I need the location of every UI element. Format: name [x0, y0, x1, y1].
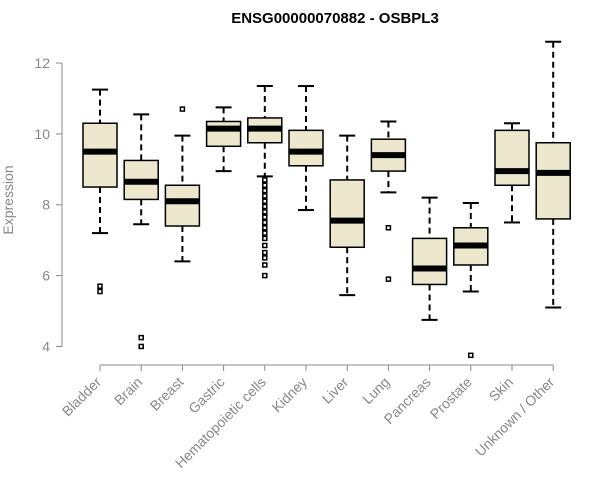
outlier-point — [262, 214, 268, 220]
iqr-box — [535, 141, 571, 220]
iqr-box — [329, 179, 365, 249]
iqr-box — [164, 184, 201, 227]
box-group — [535, 40, 571, 309]
box-group — [82, 88, 118, 295]
y-tick-label: 4 — [42, 338, 50, 354]
chart-title: ENSG00000070882 - OSBPL3 — [231, 10, 439, 27]
box-group — [288, 85, 324, 212]
y-tick-label: 10 — [34, 126, 50, 142]
box-group — [370, 120, 407, 282]
x-tick-label: Brain — [111, 374, 145, 408]
outlier-point — [138, 334, 144, 341]
outlier-point — [262, 249, 268, 256]
outlier-point — [97, 288, 103, 295]
box-group — [411, 196, 448, 321]
outlier-point — [138, 343, 144, 350]
box-group — [247, 85, 283, 279]
x-tick-label: Prostate — [427, 374, 475, 422]
x-tick-label: Kidney — [269, 374, 311, 416]
outlier-point — [468, 352, 474, 359]
outlier-point — [262, 225, 268, 231]
outlier-point — [262, 209, 268, 215]
x-tick-label: Bladder — [59, 374, 105, 420]
outlier-point — [262, 242, 268, 249]
y-tick-label: 8 — [42, 197, 50, 213]
box-group — [164, 106, 201, 263]
x-tick-label: Breast — [147, 374, 187, 414]
boxes-layer — [82, 40, 571, 359]
x-tick-label: Liver — [319, 374, 352, 407]
box-group — [329, 134, 365, 297]
box-group — [205, 106, 242, 173]
x-tick-label: Skin — [486, 374, 517, 405]
y-axis-label: Expression — [0, 165, 16, 234]
box-group — [123, 113, 159, 350]
outlier-point — [262, 203, 268, 210]
outlier-point — [262, 230, 268, 236]
outlier-point — [385, 276, 392, 282]
outlier-point — [179, 106, 186, 112]
y-tick-label: 12 — [34, 55, 50, 71]
iqr-box — [494, 129, 530, 187]
iqr-box — [205, 120, 242, 148]
y-tick-label: 6 — [42, 268, 50, 284]
iqr-box — [288, 129, 324, 167]
outlier-point — [97, 283, 103, 289]
iqr-box — [82, 122, 118, 188]
outlier-point — [262, 177, 268, 183]
x-tick-label: Lung — [359, 374, 392, 407]
outlier-point — [262, 219, 268, 226]
iqr-box — [411, 237, 448, 286]
outlier-point — [262, 235, 268, 242]
outlier-point — [262, 262, 268, 268]
y-axis: 4 6 8 10 12 — [34, 55, 63, 354]
box-group — [494, 122, 530, 224]
box-group — [453, 201, 489, 359]
outlier-point — [262, 198, 268, 204]
outlier-point — [262, 187, 268, 194]
outlier-point — [262, 193, 268, 199]
outlier-point — [262, 255, 268, 261]
outlier-point — [262, 182, 268, 189]
outlier-point — [262, 272, 268, 279]
outlier-point — [385, 225, 392, 231]
